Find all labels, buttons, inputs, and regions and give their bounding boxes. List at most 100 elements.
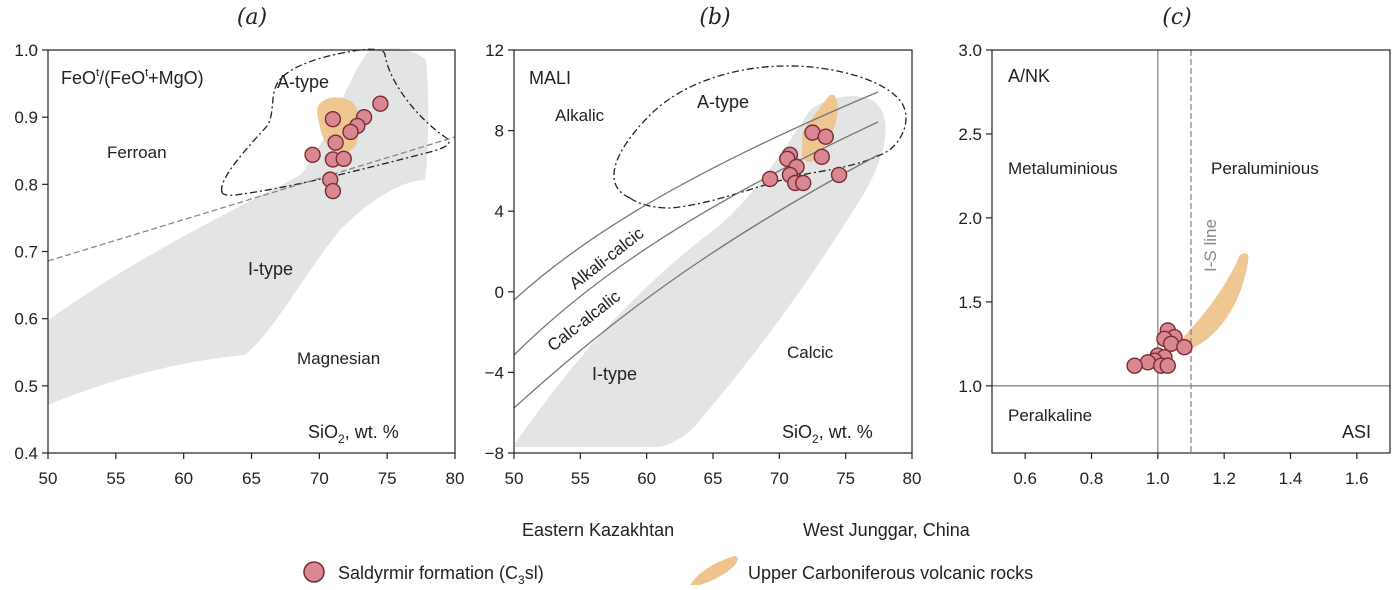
sample-point-a xyxy=(335,150,352,168)
ferroan-label: Ferroan xyxy=(107,143,167,162)
itype-label-a: I-type xyxy=(248,259,293,279)
ytick-label-c: 1.0 xyxy=(958,377,982,396)
sample-point-c xyxy=(1176,339,1193,356)
ytick-label-b: −8 xyxy=(485,444,504,463)
ytick-label-b: 4 xyxy=(495,202,504,221)
xlabel-b: SiO2, wt. % xyxy=(782,422,873,446)
sample-point-a xyxy=(324,182,342,200)
sample-point-c xyxy=(1159,357,1176,374)
ticks-b: 50 55 60 65 70 75 80 −8 −4 0 4 8 12 xyxy=(485,41,922,488)
xtick-label-c: 0.6 xyxy=(1013,469,1037,488)
xtick-label-b: 60 xyxy=(637,469,656,488)
ytick-label-b: 0 xyxy=(495,283,504,302)
sample-point-a xyxy=(304,146,321,163)
sample-point-b xyxy=(813,148,830,165)
ferroan-magnesian-line xyxy=(47,136,456,262)
sample-point-a xyxy=(342,123,359,141)
xtick-label-c: 1.4 xyxy=(1279,469,1303,488)
xtick-label-b: 50 xyxy=(505,469,524,488)
legend-sample-label: Saldyrmir formation (C3sl) xyxy=(338,563,544,585)
xtick-label-a: 55 xyxy=(106,469,125,488)
xtick-label-c: 1.0 xyxy=(1146,469,1170,488)
sample-point-a xyxy=(324,110,342,128)
ylabel-b: MALI xyxy=(529,68,571,88)
alkali-calcic-calc-alkalic-boundary xyxy=(513,121,879,356)
sample-point-a xyxy=(372,95,389,112)
sample-point-b xyxy=(795,174,812,192)
carboniferous-field-c xyxy=(1176,253,1249,354)
sample-point-b xyxy=(761,170,779,188)
xtick-label-b: 80 xyxy=(903,469,922,488)
xtick-label-c: 0.8 xyxy=(1080,469,1104,488)
panel-c: (c) 0.6 0.8 1.0 1.2 1.4 1.6 1.0 1.5 2.0 2.5 3.0 A/… xyxy=(958,5,1391,488)
xtick-label-a: 65 xyxy=(242,469,261,488)
ylabel-a: FeOt/(FeOt+MgO) xyxy=(61,67,204,88)
ytick-label-c: 1.5 xyxy=(958,293,982,312)
xtick-label-b: 75 xyxy=(836,469,855,488)
atype-boundary-a xyxy=(221,48,450,196)
panel-a: (a) 50 55 60 65 70 75 800.40.50.60.70.80.91.0 … xyxy=(14,5,464,488)
xtick-label-b: 65 xyxy=(704,469,723,488)
ytick-label-a: 0.5 xyxy=(14,377,38,396)
xtick-label-a: 75 xyxy=(378,469,397,488)
legend-region-right: West Junggar, China xyxy=(803,520,971,540)
ytick-label-a: 0.7 xyxy=(14,243,38,262)
ytick-label-b: 12 xyxy=(485,41,504,60)
ytick-label-a: 1.0 xyxy=(14,41,38,60)
ticks-c: 0.6 0.8 1.0 1.2 1.4 1.6 1.0 1.5 2.0 2.5 3.0 xyxy=(958,41,1368,488)
metaluminous-label: Metaluminious xyxy=(1008,159,1118,178)
calc-alkalic-calcic-boundary xyxy=(513,154,879,409)
ytick-label-c: 2.5 xyxy=(958,125,982,144)
xlabel-a: SiO2, wt. % xyxy=(308,422,399,446)
atype-label-a: A-type xyxy=(277,72,329,92)
atype-boundary-b xyxy=(613,65,907,209)
alkali-calcic-label: Alkali-calcic xyxy=(566,223,648,293)
xtick-label-b: 70 xyxy=(770,469,789,488)
ytick-label-a: 0.9 xyxy=(14,108,38,127)
panel-a-label: (a) xyxy=(237,5,267,30)
legend-sample-marker xyxy=(303,561,325,583)
ytick-label-a: 0.6 xyxy=(14,310,38,329)
sample-point-b xyxy=(830,166,848,184)
itype-label-b: I-type xyxy=(592,364,637,384)
ytick-label-a: 0.4 xyxy=(14,444,38,463)
ytick-label-c: 2.0 xyxy=(958,209,982,228)
xtick-label-a: 80 xyxy=(446,469,465,488)
xtick-label-a: 50 xyxy=(39,469,58,488)
peraluminous-label: Peraluminious xyxy=(1211,159,1319,178)
legend-field-swatch xyxy=(690,556,738,585)
xlabel-c: ASI xyxy=(1342,422,1371,442)
is-line-label: I-S line xyxy=(1201,219,1220,272)
peralkaline-label: Peralkaline xyxy=(1008,406,1092,425)
itype-field-b xyxy=(514,96,886,447)
sample-points-c xyxy=(1126,322,1193,374)
magnesian-label: Magnesian xyxy=(297,349,380,368)
panel-b-label: (b) xyxy=(699,5,730,30)
legend: Eastern Kazakhtan West Junggar, China Sa… xyxy=(303,520,1033,587)
ticks-a: 50 55 60 65 70 75 80 0.4 0.5 0.6 0.7 0.8 0.9 1.0 xyxy=(14,41,464,488)
xtick-label-a: 70 xyxy=(310,469,329,488)
ylabel-c: A/NK xyxy=(1008,66,1050,86)
sample-point-c xyxy=(1162,335,1180,353)
calcic-label: Calcic xyxy=(787,343,834,362)
ytick-label-b: −4 xyxy=(485,363,504,382)
ytick-label-b: 8 xyxy=(495,122,504,141)
xtick-label-c: 1.2 xyxy=(1212,469,1236,488)
alkalic-alkali-calcic-boundary xyxy=(513,91,879,301)
sample-point-c xyxy=(1126,357,1143,374)
panel-b: (b) 50 55 60 65 70 75 80 −8 −4 0 4 8 12 MALI SiO2, w… xyxy=(485,5,922,488)
ytick-label-c: 3.0 xyxy=(958,41,982,60)
sample-point-b xyxy=(817,128,834,145)
xtick-label-c: 1.6 xyxy=(1345,469,1369,488)
alkalic-label: Alkalic xyxy=(555,106,605,125)
legend-region-left: Eastern Kazakhtan xyxy=(522,520,674,540)
atype-label-b: A-type xyxy=(697,92,749,112)
xtick-label-b: 55 xyxy=(571,469,590,488)
carboniferous-field-b xyxy=(801,94,838,162)
panel-c-label: (c) xyxy=(1162,5,1192,30)
legend-field-label: Upper Carboniferous volcanic rocks xyxy=(748,563,1033,583)
plot-frame-c xyxy=(991,49,1391,454)
ytick-label-a: 0.8 xyxy=(14,175,38,194)
sample-points-b xyxy=(761,124,848,192)
